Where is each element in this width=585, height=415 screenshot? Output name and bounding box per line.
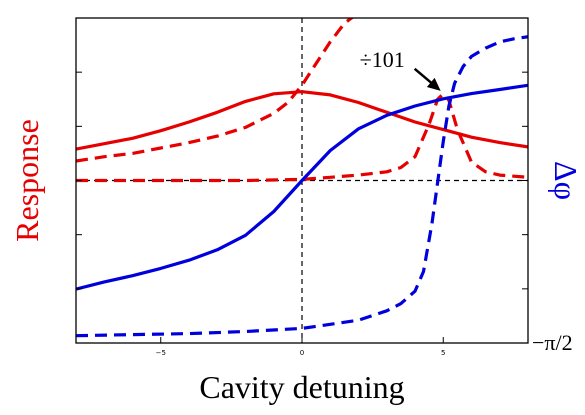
annotation-arrow-shaft [413,67,435,86]
y-axis-title-left: Response [9,119,45,242]
annotation-arrow-head [426,77,441,91]
x-tick-label-0: −5 [156,349,166,357]
y2-tick-label-0: −π/2 [532,330,573,355]
series-line-red-dashed-wide [76,18,355,163]
plot-area: −5 0 5 −π/2 [75,17,573,357]
series-line-blue-solid [76,83,528,291]
series-line-red-dashed-narrow [76,92,528,183]
y-axis-title-right: Δφ [548,161,584,200]
x-axis-title: Cavity detuning [199,369,404,405]
series-line-red-solid [76,90,528,151]
x-tick-label-2: 5 [441,349,445,357]
annotation-label: ÷101 [360,47,405,72]
series-line-blue-dashed [76,35,528,338]
x-tick-label-1: 0 [300,349,304,357]
